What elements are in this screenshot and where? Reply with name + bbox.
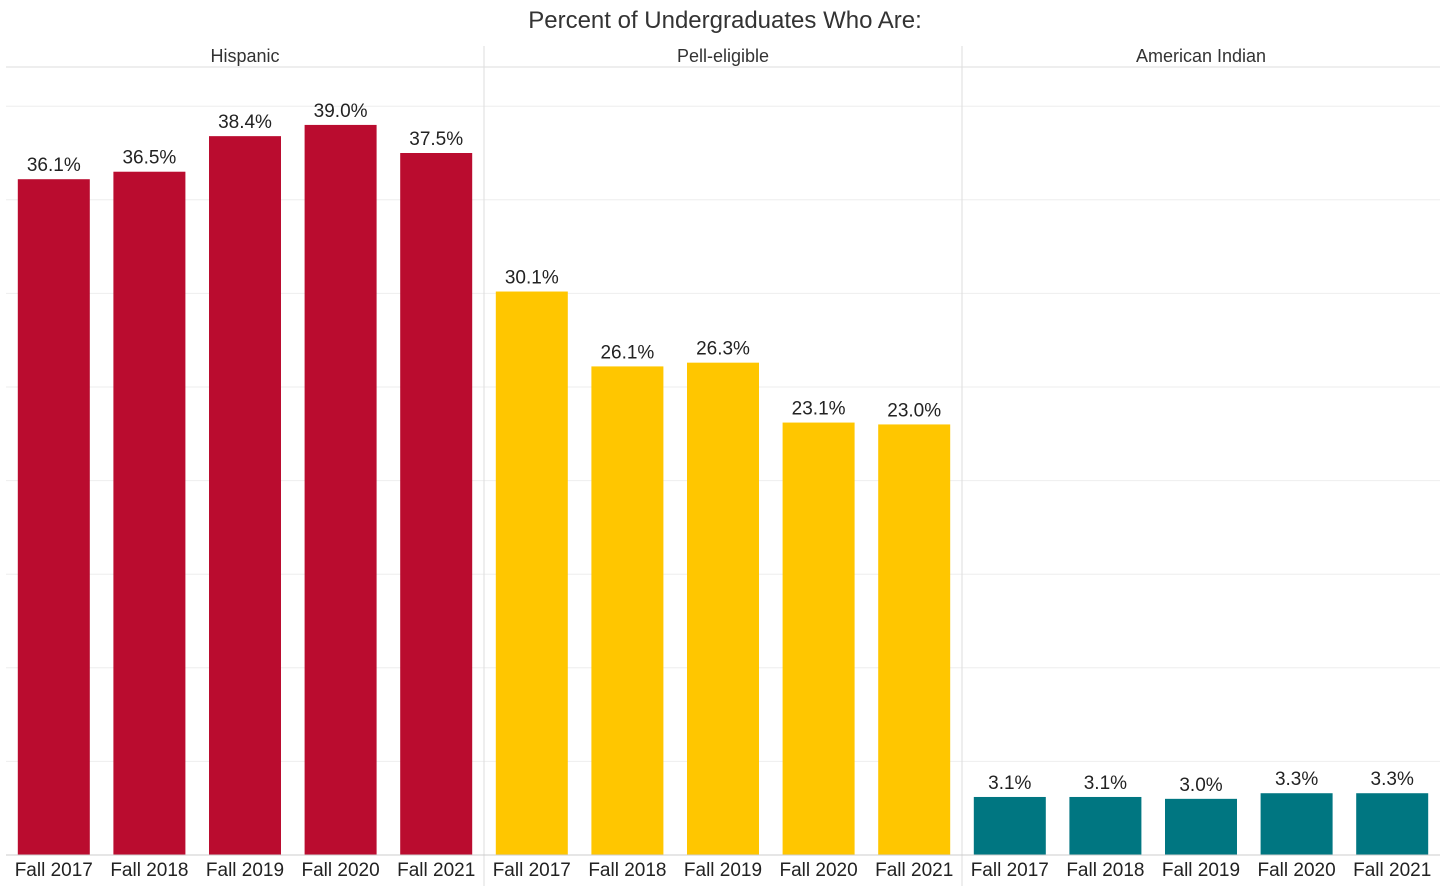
data-label-pell-eligible-1: 30.1% [505, 268, 559, 289]
bar-pell-eligible-2 [591, 366, 664, 855]
data-label-american-indian-3: 3.0% [1179, 775, 1222, 796]
x-tick-label: Fall 2021 [875, 860, 953, 881]
data-label-pell-eligible-3: 26.3% [696, 339, 750, 360]
bar-pell-eligible-3 [687, 362, 759, 855]
x-tick-label: Fall 2017 [971, 860, 1049, 881]
x-tick-label: Fall 2019 [1162, 860, 1240, 881]
bar-american-indian-4 [1260, 793, 1333, 855]
data-label-hispanic-4: 39.0% [314, 101, 368, 122]
bar-american-indian-5 [1356, 793, 1429, 855]
data-label-hispanic-1: 36.1% [27, 155, 81, 176]
data-label-pell-eligible-4: 23.1% [792, 399, 846, 420]
data-label-pell-eligible-2: 26.1% [600, 342, 654, 363]
x-tick-label: Fall 2019 [684, 860, 762, 881]
x-tick-label: Fall 2020 [302, 860, 380, 881]
data-label-hispanic-2: 36.5% [122, 148, 176, 169]
bar-hispanic-3 [209, 136, 281, 856]
data-label-pell-eligible-5: 23.0% [887, 400, 941, 421]
bar-pell-eligible-1 [495, 291, 568, 855]
data-label-american-indian-2: 3.1% [1084, 773, 1127, 794]
data-label-american-indian-1: 3.1% [988, 773, 1031, 794]
chart-title: Percent of Undergraduates Who Are: [528, 7, 922, 34]
bar-hispanic-4 [304, 124, 377, 856]
x-tick-label: Fall 2017 [493, 860, 571, 881]
x-tick-label: Fall 2018 [588, 860, 666, 881]
x-tick-label: Fall 2021 [397, 860, 475, 881]
x-tick-label: Fall 2020 [1258, 860, 1336, 881]
bar-hispanic-5 [400, 153, 473, 855]
bar-american-indian-2 [1069, 796, 1142, 855]
x-tick-label: Fall 2018 [110, 860, 188, 881]
data-label-hispanic-3: 38.4% [218, 112, 272, 133]
panel-header-american-indian: American Indian [1136, 46, 1266, 66]
bar-hispanic-1 [17, 179, 90, 855]
x-tick-label: Fall 2017 [15, 860, 93, 881]
x-tick-label: Fall 2018 [1066, 860, 1144, 881]
bar-hispanic-2 [113, 171, 186, 856]
data-label-american-indian-5: 3.3% [1371, 769, 1414, 790]
bar-pell-eligible-5 [878, 424, 951, 855]
x-tick-label: Fall 2021 [1353, 860, 1431, 881]
panel-header-hispanic: Hispanic [210, 46, 279, 66]
data-label-american-indian-4: 3.3% [1275, 769, 1318, 790]
x-tick-label: Fall 2019 [206, 860, 284, 881]
data-label-hispanic-5: 37.5% [409, 129, 463, 150]
panel-header-pell-eligible: Pell-eligible [677, 46, 769, 66]
bar-pell-eligible-4 [782, 422, 855, 855]
x-tick-label: Fall 2020 [780, 860, 858, 881]
bar-american-indian-3 [1165, 798, 1237, 855]
bar-american-indian-1 [973, 796, 1046, 855]
